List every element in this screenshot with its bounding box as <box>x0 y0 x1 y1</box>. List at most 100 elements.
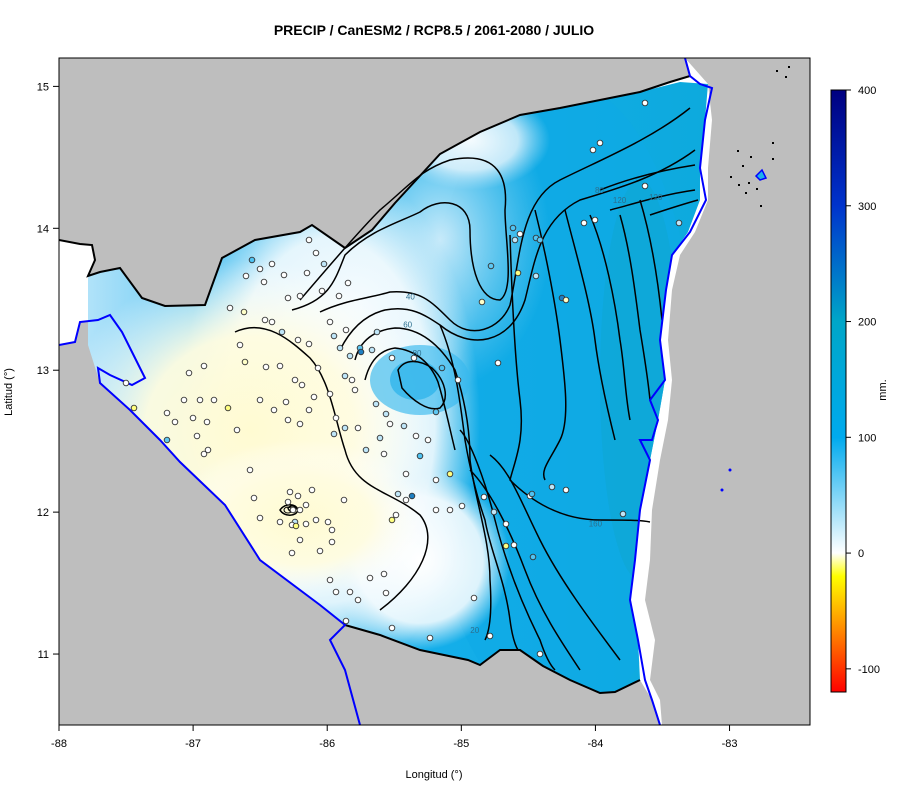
station-marker <box>528 490 536 498</box>
cay-speck <box>730 176 732 178</box>
station-marker <box>282 398 290 406</box>
station-marker <box>203 418 211 426</box>
station-marker <box>380 570 388 578</box>
land-northeast <box>685 58 810 93</box>
station-marker <box>248 256 256 264</box>
cay-speck <box>756 188 758 190</box>
land-south <box>330 625 660 725</box>
station-marker <box>357 348 365 356</box>
station-marker <box>510 541 518 549</box>
y-axis-label: Latitud (°) <box>3 368 15 416</box>
station-marker <box>256 514 264 522</box>
colorbar-tick-label: 200 <box>858 317 876 329</box>
station-marker <box>344 279 352 287</box>
station-marker <box>532 272 540 280</box>
station-marker <box>292 522 300 530</box>
station-marker <box>280 271 288 279</box>
station-marker <box>318 287 326 295</box>
station-marker <box>426 634 434 642</box>
station-marker <box>509 224 517 232</box>
station-marker <box>233 426 241 434</box>
colorbar-tick-label: -100 <box>858 664 880 676</box>
colorbar-label: mm. <box>877 379 889 400</box>
station-marker <box>502 520 510 528</box>
station-marker <box>326 318 334 326</box>
contour-line <box>639 199 663 321</box>
station-marker <box>130 404 138 412</box>
station-marker <box>324 518 332 526</box>
contour-line <box>609 189 696 211</box>
station-marker <box>376 434 384 442</box>
station-marker <box>224 404 232 412</box>
station-marker <box>171 418 179 426</box>
x-tick-label: -83 <box>722 738 738 750</box>
station-marker <box>296 420 304 428</box>
colorbar-ticks: -100 0 100 200 300 400 <box>846 85 880 676</box>
contour-line <box>339 149 696 351</box>
station-marker <box>291 376 299 384</box>
station-marker <box>296 506 304 514</box>
station-marker <box>246 466 254 474</box>
cay-speck <box>776 70 778 72</box>
station-marker <box>619 510 627 518</box>
station-marker <box>402 496 410 504</box>
station-marker <box>478 298 486 306</box>
station-marker <box>262 363 270 371</box>
station-marker <box>502 542 510 550</box>
map-area: 20 40 60 80 80 120 120 160 <box>59 58 810 725</box>
x-tick-label: -88 <box>51 738 67 750</box>
station-marker <box>362 446 370 454</box>
contour-label: 60 <box>403 321 412 330</box>
station-marker <box>289 506 297 514</box>
station-marker <box>354 424 362 432</box>
station-marker <box>163 436 171 444</box>
station-marker <box>256 396 264 404</box>
caribbean-coast <box>628 58 714 725</box>
station-marker <box>400 422 408 430</box>
station-marker <box>589 146 597 154</box>
cay-speck <box>737 150 739 152</box>
y-tick-label: 11 <box>38 649 49 661</box>
station-marker <box>196 396 204 404</box>
station-marker <box>276 362 284 370</box>
station-marker <box>294 336 302 344</box>
station-marker <box>163 409 171 417</box>
station-marker <box>366 574 374 582</box>
station-marker <box>200 450 208 458</box>
station-marker <box>310 393 318 401</box>
pacific-coast <box>59 313 361 725</box>
sea-east-grey <box>645 84 810 725</box>
station-marker <box>487 262 495 270</box>
station-marker <box>438 364 446 372</box>
station-marker <box>348 376 356 384</box>
station-marker <box>284 416 292 424</box>
precip-field <box>88 82 708 693</box>
contour-line <box>319 107 691 332</box>
station-marker <box>340 496 348 504</box>
station-marker <box>470 594 478 602</box>
contour-line <box>354 327 492 641</box>
pacific-grey <box>59 315 360 725</box>
cay-speck <box>772 158 774 160</box>
station-marker <box>412 432 420 440</box>
station-marker <box>346 588 354 596</box>
station-marker <box>302 520 310 528</box>
station-marker <box>494 359 502 367</box>
station-marker <box>260 278 268 286</box>
station-marker <box>332 588 340 596</box>
station-marker <box>328 538 336 546</box>
station-marker <box>226 304 234 312</box>
cay-speck <box>738 184 740 186</box>
station-marker <box>303 269 311 277</box>
station-marker <box>305 406 313 414</box>
colorbar-tick-label: 100 <box>858 432 876 444</box>
station-marker <box>380 450 388 458</box>
stations-layer <box>122 99 683 658</box>
station-marker <box>270 406 278 414</box>
contour-label: 160 <box>589 519 603 528</box>
station-marker <box>296 536 304 544</box>
contour-labels: 20 40 60 80 80 120 120 160 <box>403 186 663 635</box>
station-marker <box>241 358 249 366</box>
station-marker <box>536 236 544 244</box>
